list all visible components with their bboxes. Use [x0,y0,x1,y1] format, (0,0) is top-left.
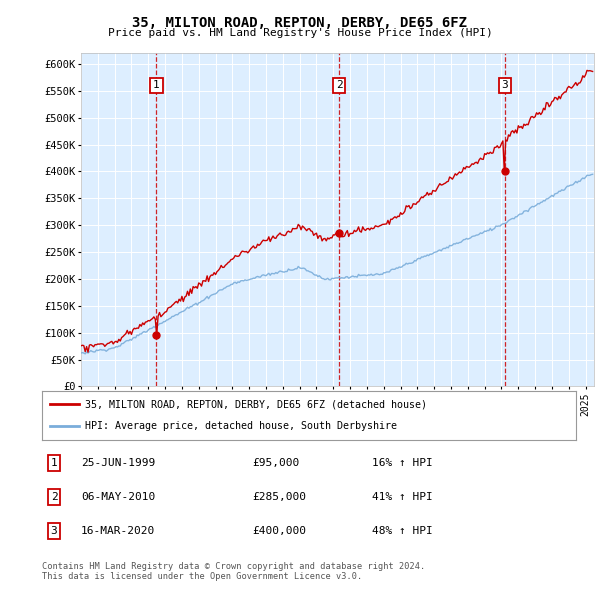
Text: £285,000: £285,000 [252,492,306,502]
Text: Contains HM Land Registry data © Crown copyright and database right 2024.
This d: Contains HM Land Registry data © Crown c… [42,562,425,581]
Text: Price paid vs. HM Land Registry's House Price Index (HPI): Price paid vs. HM Land Registry's House … [107,28,493,38]
Text: 3: 3 [502,80,508,90]
Text: 48% ↑ HPI: 48% ↑ HPI [372,526,433,536]
Text: £400,000: £400,000 [252,526,306,536]
Text: 3: 3 [50,526,58,536]
Text: 35, MILTON ROAD, REPTON, DERBY, DE65 6FZ (detached house): 35, MILTON ROAD, REPTON, DERBY, DE65 6FZ… [85,399,427,409]
Text: 06-MAY-2010: 06-MAY-2010 [81,492,155,502]
Text: 25-JUN-1999: 25-JUN-1999 [81,458,155,468]
Text: 16-MAR-2020: 16-MAR-2020 [81,526,155,536]
Text: HPI: Average price, detached house, South Derbyshire: HPI: Average price, detached house, Sout… [85,421,397,431]
Text: 41% ↑ HPI: 41% ↑ HPI [372,492,433,502]
Text: 16% ↑ HPI: 16% ↑ HPI [372,458,433,468]
Text: £95,000: £95,000 [252,458,299,468]
Text: 2: 2 [336,80,343,90]
Text: 1: 1 [50,458,58,468]
Text: 1: 1 [153,80,160,90]
Text: 35, MILTON ROAD, REPTON, DERBY, DE65 6FZ: 35, MILTON ROAD, REPTON, DERBY, DE65 6FZ [133,16,467,30]
Text: 2: 2 [50,492,58,502]
